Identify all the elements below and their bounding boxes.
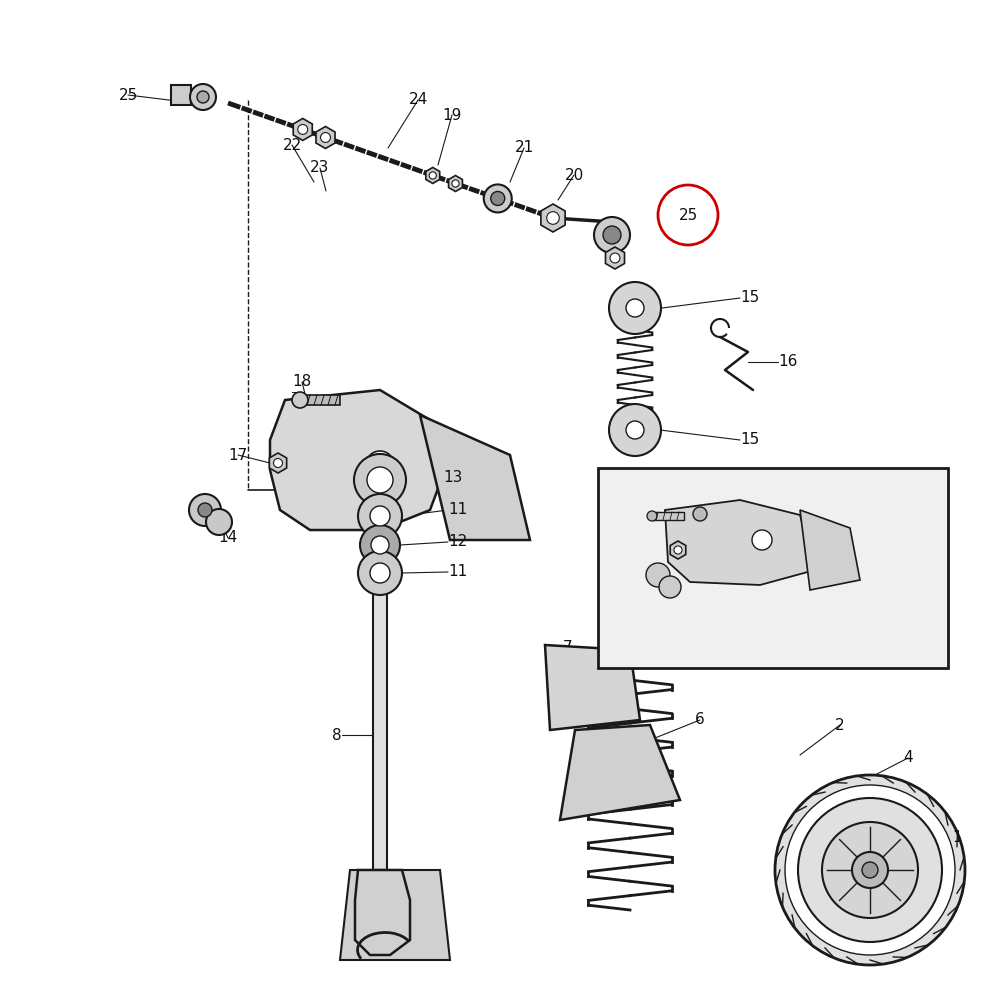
Circle shape — [370, 563, 390, 583]
Polygon shape — [665, 500, 815, 585]
Circle shape — [609, 282, 661, 334]
Circle shape — [775, 775, 965, 965]
Text: 19: 19 — [442, 107, 462, 122]
Polygon shape — [800, 510, 860, 590]
Bar — [652, 512, 684, 520]
Circle shape — [610, 253, 620, 263]
Text: 14: 14 — [218, 530, 238, 546]
Polygon shape — [355, 870, 410, 955]
Polygon shape — [340, 870, 450, 960]
Polygon shape — [426, 167, 440, 183]
Circle shape — [292, 392, 308, 408]
Polygon shape — [316, 126, 335, 148]
Text: 21: 21 — [514, 140, 534, 155]
Circle shape — [646, 563, 670, 587]
Polygon shape — [670, 541, 686, 559]
Circle shape — [274, 458, 283, 468]
Text: 17: 17 — [228, 448, 248, 462]
Circle shape — [367, 467, 393, 493]
Text: 7: 7 — [563, 641, 573, 656]
Circle shape — [360, 525, 400, 565]
Circle shape — [674, 546, 682, 554]
Circle shape — [798, 798, 942, 942]
Circle shape — [354, 454, 406, 506]
Circle shape — [206, 509, 232, 535]
Circle shape — [609, 404, 661, 456]
Circle shape — [862, 862, 878, 878]
Circle shape — [452, 180, 459, 187]
Text: 6: 6 — [695, 712, 705, 728]
Text: 4: 4 — [903, 750, 913, 766]
Text: 2: 2 — [835, 718, 845, 732]
Polygon shape — [293, 118, 312, 140]
Polygon shape — [545, 645, 640, 730]
Text: G1-AM: G1-AM — [726, 477, 782, 491]
Polygon shape — [269, 453, 287, 473]
Bar — [171, 85, 191, 105]
Text: 18: 18 — [292, 374, 312, 389]
Text: 23: 23 — [310, 160, 330, 176]
Text: 8: 8 — [332, 728, 342, 742]
Polygon shape — [420, 415, 530, 540]
Text: 24: 24 — [408, 93, 428, 107]
Text: 17: 17 — [657, 528, 673, 542]
Bar — [300, 395, 340, 405]
Text: 22: 22 — [282, 137, 302, 152]
Circle shape — [626, 421, 644, 439]
Circle shape — [197, 91, 209, 103]
Text: 15: 15 — [740, 290, 759, 306]
Text: 26: 26 — [684, 479, 704, 493]
Text: 11: 11 — [448, 564, 467, 580]
Circle shape — [852, 852, 888, 888]
Polygon shape — [270, 390, 445, 530]
Circle shape — [785, 785, 955, 955]
Polygon shape — [449, 176, 462, 192]
Circle shape — [371, 536, 389, 554]
Text: 25: 25 — [118, 88, 138, 103]
Polygon shape — [560, 725, 680, 820]
Circle shape — [358, 494, 402, 538]
Polygon shape — [541, 204, 565, 232]
Circle shape — [603, 226, 621, 244]
Text: 14: 14 — [641, 572, 657, 584]
Text: 16: 16 — [778, 355, 797, 369]
Polygon shape — [605, 247, 625, 269]
Circle shape — [484, 184, 512, 212]
Circle shape — [547, 212, 559, 224]
Text: 5: 5 — [695, 645, 705, 660]
Circle shape — [626, 299, 644, 317]
Circle shape — [190, 84, 216, 110]
Circle shape — [298, 124, 308, 134]
Text: 13: 13 — [443, 471, 462, 486]
Circle shape — [370, 506, 390, 526]
Text: 25: 25 — [678, 208, 698, 223]
Bar — [373, 590, 387, 870]
Circle shape — [594, 217, 630, 253]
Circle shape — [659, 576, 681, 598]
Circle shape — [198, 503, 212, 517]
Circle shape — [693, 507, 707, 521]
Circle shape — [491, 191, 505, 205]
Text: 18: 18 — [640, 482, 656, 494]
Text: 15: 15 — [740, 432, 759, 448]
Bar — [598, 468, 948, 668]
Text: 1: 1 — [952, 830, 962, 846]
Text: 12: 12 — [448, 534, 467, 550]
Text: 11: 11 — [448, 502, 467, 518]
Circle shape — [647, 511, 657, 521]
Circle shape — [822, 822, 918, 918]
Text: 20: 20 — [564, 167, 584, 182]
Circle shape — [429, 172, 436, 179]
Circle shape — [752, 530, 772, 550]
Circle shape — [366, 451, 394, 479]
Circle shape — [321, 133, 330, 142]
Circle shape — [189, 494, 221, 526]
Circle shape — [358, 551, 402, 595]
